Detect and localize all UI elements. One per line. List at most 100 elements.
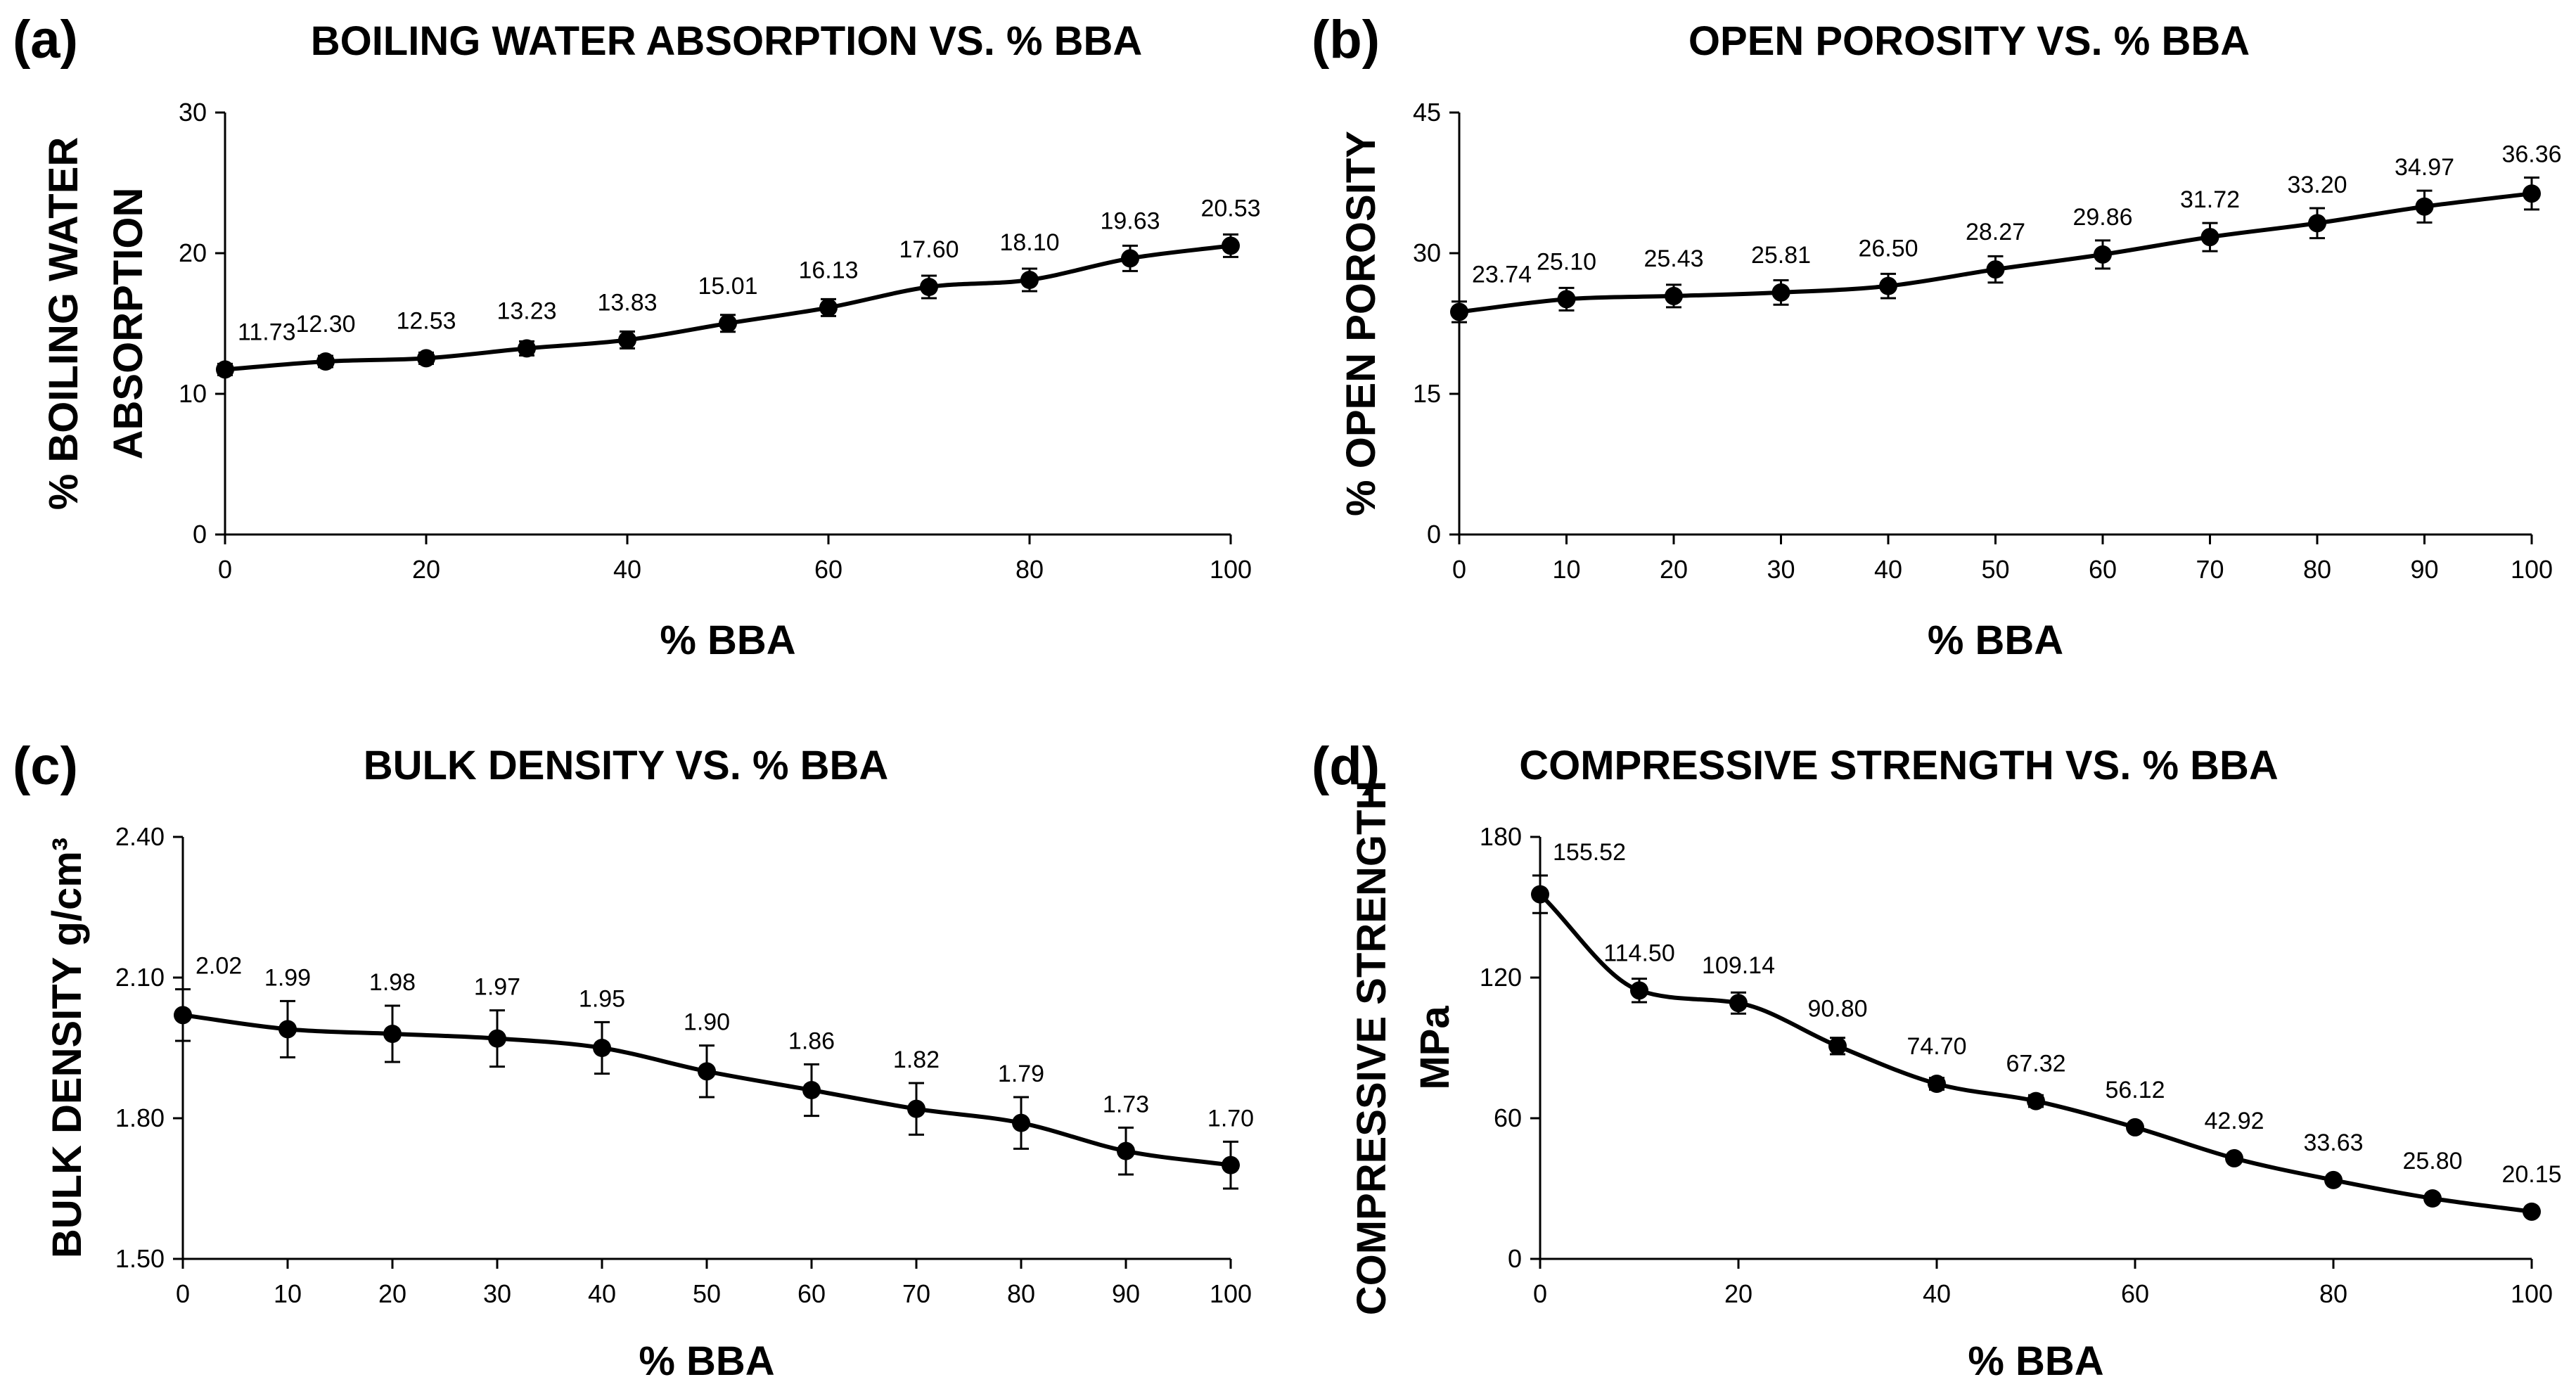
data-point <box>383 1025 402 1043</box>
data-point <box>593 1039 611 1057</box>
data-point <box>2126 1118 2144 1137</box>
data-point <box>488 1029 506 1048</box>
x-tick-label: 20 <box>412 555 440 584</box>
data-label: 16.13 <box>798 257 858 283</box>
data-point <box>1665 286 1683 305</box>
data-label: 2.02 <box>196 953 242 980</box>
data-label: 1.90 <box>684 1009 730 1036</box>
chart-panel-1: (b) OPEN POROSITY VS. % BBA 0 15 30 45 0 10 20 30… <box>1312 10 2562 663</box>
data-point <box>518 339 536 358</box>
data-point <box>2324 1170 2343 1189</box>
chart-panel-2: (c) BULK DENSITY VS. % BBA 1.50 1.80 2.10 2.4… <box>13 736 1254 1384</box>
data-point <box>698 1062 716 1081</box>
x-tick-label: 40 <box>613 555 641 584</box>
data-point <box>920 278 938 296</box>
y-axis-title: ABSORPTION <box>105 188 151 460</box>
x-tick-label: 20 <box>1660 555 1688 584</box>
data-point <box>2415 197 2434 216</box>
data-point <box>907 1099 925 1118</box>
data-label: 1.99 <box>264 964 311 991</box>
x-tick-label: 10 <box>274 1279 302 1308</box>
chart-title: BULK DENSITY VS. % BBA <box>364 743 889 788</box>
data-label: 12.53 <box>396 307 456 334</box>
x-tick-label: 30 <box>483 1279 511 1308</box>
x-tick-label: 0 <box>218 555 232 584</box>
data-label: 28.27 <box>1966 219 2025 245</box>
data-label: 56.12 <box>2105 1077 2165 1103</box>
data-label: 1.98 <box>369 969 416 996</box>
data-label: 29.86 <box>2072 204 2132 231</box>
x-tick-label: 90 <box>2410 555 2438 584</box>
data-point <box>2423 1189 2442 1208</box>
data-point <box>2523 184 2541 203</box>
data-point <box>316 352 335 371</box>
data-label: 155.52 <box>1553 839 1626 866</box>
data-point <box>2200 228 2219 247</box>
y-tick-label: 15 <box>1413 379 1441 408</box>
x-tick-label: 80 <box>2303 555 2331 584</box>
x-tick-label: 40 <box>1874 555 1902 584</box>
data-point <box>1630 981 1648 1000</box>
y-tick-label: 45 <box>1413 98 1441 127</box>
panel-letter: (d) <box>1312 736 1380 796</box>
data-point <box>819 298 838 317</box>
data-point <box>618 331 636 350</box>
data-point <box>278 1020 297 1039</box>
x-tick-label: 100 <box>1210 555 1252 584</box>
chart-panel-3: (d) COMPRESSIVE STRENGTH VS. % BBA 0 60 120 1… <box>1312 736 2562 1384</box>
data-point <box>1986 260 2005 279</box>
data-point <box>174 1006 192 1025</box>
data-label: 1.82 <box>893 1046 940 1073</box>
data-point <box>719 314 737 333</box>
y-axis-title: MPa <box>1412 1006 1458 1090</box>
data-label: 42.92 <box>2204 1108 2264 1134</box>
data-point <box>417 349 435 368</box>
data-label: 13.23 <box>496 297 556 324</box>
y-tick-label: 30 <box>179 98 207 127</box>
x-tick-label: 0 <box>176 1279 190 1308</box>
x-axis-title: % BBA <box>639 1338 774 1384</box>
data-point <box>2225 1148 2243 1167</box>
x-tick-label: 60 <box>814 555 842 584</box>
data-label: 17.60 <box>899 236 959 263</box>
data-label: 19.63 <box>1100 207 1160 234</box>
x-tick-label: 70 <box>2196 555 2224 584</box>
y-tick-label: 180 <box>1480 822 1522 851</box>
x-tick-label: 30 <box>1767 555 1795 584</box>
x-tick-label: 100 <box>1210 1279 1252 1308</box>
x-tick-label: 40 <box>1923 1279 1951 1308</box>
panel-letter: (a) <box>13 10 78 70</box>
data-label: 1.70 <box>1207 1105 1254 1132</box>
data-point <box>2308 214 2326 233</box>
data-point <box>1450 302 1468 321</box>
x-tick-label: 60 <box>797 1279 826 1308</box>
x-tick-label: 60 <box>2089 555 2117 584</box>
x-tick-label: 40 <box>588 1279 616 1308</box>
x-axis-title: % BBA <box>1968 1338 2103 1384</box>
data-label: 67.32 <box>2006 1051 2065 1077</box>
y-tick-label: 20 <box>179 238 207 267</box>
x-tick-label: 0 <box>1452 555 1466 584</box>
y-axis-title: % OPEN POROSITY <box>1338 131 1384 516</box>
data-point <box>1531 885 1549 904</box>
y-tick-label: 10 <box>179 379 207 408</box>
data-label: 25.10 <box>1537 248 1596 275</box>
data-point <box>1729 994 1748 1013</box>
chart-title: OPEN POROSITY VS. % BBA <box>1689 18 2250 64</box>
data-point <box>1928 1075 1946 1093</box>
y-axis-title: COMPRESSIVE STRENGTH <box>1349 781 1395 1316</box>
data-label: 18.10 <box>999 229 1059 256</box>
x-tick-label: 20 <box>1724 1279 1752 1308</box>
y-axis-title: % BOILING WATER <box>41 137 86 511</box>
data-label: 20.53 <box>1200 195 1260 222</box>
data-label: 109.14 <box>1702 952 1775 979</box>
chart-title: COMPRESSIVE STRENGTH VS. % BBA <box>1519 743 2279 788</box>
panel-letter: (c) <box>13 736 78 796</box>
data-label: 25.81 <box>1751 242 1811 269</box>
x-tick-label: 50 <box>1981 555 2009 584</box>
data-point <box>802 1081 821 1099</box>
data-point <box>1771 283 1790 302</box>
data-point <box>2523 1202 2541 1221</box>
x-axis-title: % BBA <box>660 617 795 663</box>
